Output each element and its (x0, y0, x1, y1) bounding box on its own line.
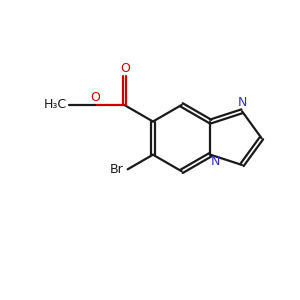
Text: N: N (211, 155, 220, 168)
Text: O: O (120, 62, 130, 75)
Text: Br: Br (110, 163, 124, 176)
Text: H₃C: H₃C (44, 98, 67, 111)
Text: N: N (237, 96, 247, 109)
Text: O: O (90, 92, 100, 104)
